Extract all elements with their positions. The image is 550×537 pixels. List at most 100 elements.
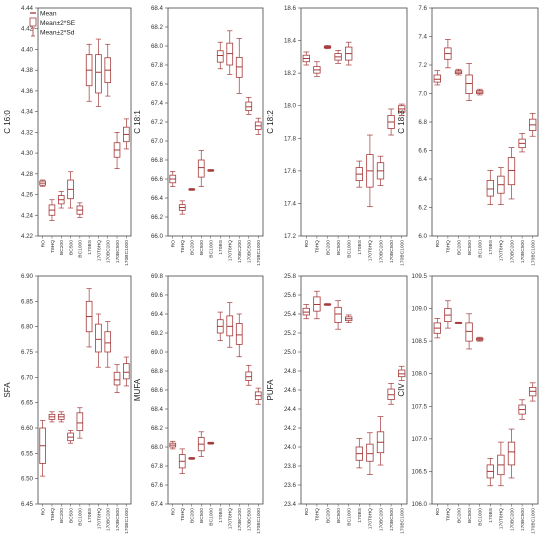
box-RO: [433, 317, 441, 339]
x-category-label: T8HQ: [446, 240, 452, 253]
y-tick-label: 67.2: [151, 119, 164, 126]
box-170BC1000: [123, 356, 130, 387]
box-170BS: [216, 311, 224, 341]
x-category-label: 170T8HQ: [228, 508, 234, 529]
se-box: [123, 363, 130, 380]
box-BC1000: [207, 441, 215, 445]
box-BC500: [67, 430, 74, 444]
box-BC500: [465, 63, 473, 101]
plot-frame: [37, 7, 132, 237]
box-170T8HQ: [497, 441, 505, 487]
box-170BC1000: [254, 387, 262, 405]
y-tick-label: 4.40: [21, 46, 34, 53]
box-170BC1000: [398, 365, 406, 381]
plot-frame: [300, 7, 408, 237]
y-tick-label: 69.8: [151, 273, 164, 280]
y-tick-label: 4.36: [21, 88, 34, 95]
x-category-label: BC500: [336, 240, 342, 255]
x-category-label: 170BC1000: [124, 508, 130, 534]
x-category-label: 170BC1000: [256, 240, 262, 266]
box-170BC500: [518, 133, 526, 153]
y-tick-label: 6.2: [418, 205, 427, 212]
x-category-label: BC200: [190, 508, 196, 523]
y-tick-label: 67.4: [151, 100, 164, 107]
se-box: [507, 157, 516, 186]
x-category-label: RO: [304, 508, 310, 516]
x-category-label: 170T8HQ: [499, 508, 505, 529]
y-tick-label: 6.75: [21, 349, 34, 356]
x-category-label: RO: [304, 240, 310, 248]
panel-6: 67.4 67.6 67.8 68.0 68.2 68.4 68.6 68.8 69.0 69.2…: [133, 273, 264, 534]
y-tick-label: 7.4: [418, 34, 427, 41]
y-tick-label: 68.2: [151, 24, 164, 31]
y-tick-label: 24.4: [284, 406, 297, 413]
y-tick-label: 68.4: [151, 406, 164, 413]
box-170BC1000: [123, 118, 130, 150]
x-category-label: BC1000: [478, 508, 484, 526]
y-tick-label: 6.65: [21, 400, 34, 407]
x-category-label: 170BC500: [247, 508, 253, 531]
box-170BS: [486, 170, 494, 205]
x-category-label: 170BC1000: [124, 240, 130, 266]
x-category-label: T8HQ: [315, 240, 321, 253]
x-category-label: 170BC1000: [531, 240, 537, 266]
y-tick-label: 6.85: [21, 298, 34, 305]
y-tick-label: 6.70: [21, 374, 34, 381]
x-category-label: BC1000: [209, 240, 215, 258]
y-axis-label: PUFA: [266, 379, 275, 401]
x-category-label: 170T8HQ: [368, 508, 374, 529]
box-BC1000: [345, 314, 353, 323]
x-category-label: RO: [171, 508, 177, 516]
y-tick-label: 66.0: [151, 233, 164, 240]
y-tick-label: 18.6: [284, 5, 297, 12]
y-tick-label: 68.0: [151, 444, 164, 451]
se-box: [113, 371, 121, 386]
box-BC1000: [76, 202, 84, 218]
se-box: [433, 74, 441, 83]
y-tick-label: 25.0: [284, 349, 297, 356]
box-T8HQ: [313, 290, 321, 320]
box-170BC200: [104, 43, 112, 97]
box-170T8HQ: [95, 38, 102, 107]
x-category-label: T8HQ: [180, 240, 186, 253]
y-tick-label: 7.6: [418, 5, 427, 12]
box-170BC200: [376, 416, 385, 466]
box-170T8HQ: [226, 302, 234, 348]
x-category-label: 170BC500: [520, 240, 526, 263]
x-category-label: 170BC500: [247, 240, 253, 263]
y-axis-label: C 18:2: [266, 110, 275, 134]
y-tick-label: 6.0: [418, 233, 427, 240]
y-tick-label: 67.8: [151, 62, 164, 69]
box-BC200: [323, 303, 332, 306]
x-category-label: T8HQ: [315, 508, 321, 521]
box-170T8HQ: [497, 167, 505, 205]
se-box: [465, 322, 473, 342]
box-170BC1000: [529, 113, 537, 137]
x-category-label: 170BC200: [378, 240, 384, 263]
se-box: [95, 323, 102, 353]
y-tick-label: 23.4: [284, 501, 297, 508]
box-T8HQ: [48, 199, 56, 221]
se-box: [197, 159, 205, 178]
box-RO: [169, 171, 177, 187]
x-category-label: 170BS: [488, 507, 494, 522]
box-170BC500: [113, 132, 121, 169]
x-category-label: 170BS: [87, 507, 93, 522]
x-category-label: 170BS: [218, 507, 224, 522]
x-category-label: BC500: [467, 508, 473, 523]
y-tick-label: 6.8: [418, 119, 427, 126]
box-170T8HQ: [366, 432, 374, 475]
se-box: [76, 412, 84, 431]
y-tick-label: 4.38: [21, 67, 34, 74]
y-tick-label: 107.0: [412, 436, 428, 443]
y-tick-label: 6.80: [21, 324, 34, 331]
y-tick-label: 18.0: [284, 103, 297, 110]
x-category-label: 170T8HQ: [96, 508, 102, 529]
box-BC1000: [345, 41, 353, 66]
se-box: [366, 443, 374, 462]
box-170BC200: [104, 321, 112, 368]
x-category-label: BC200: [456, 508, 462, 523]
x-category-label: BC1000: [347, 240, 353, 258]
y-tick-label: 69.0: [151, 349, 164, 356]
box-BC500: [67, 171, 74, 209]
